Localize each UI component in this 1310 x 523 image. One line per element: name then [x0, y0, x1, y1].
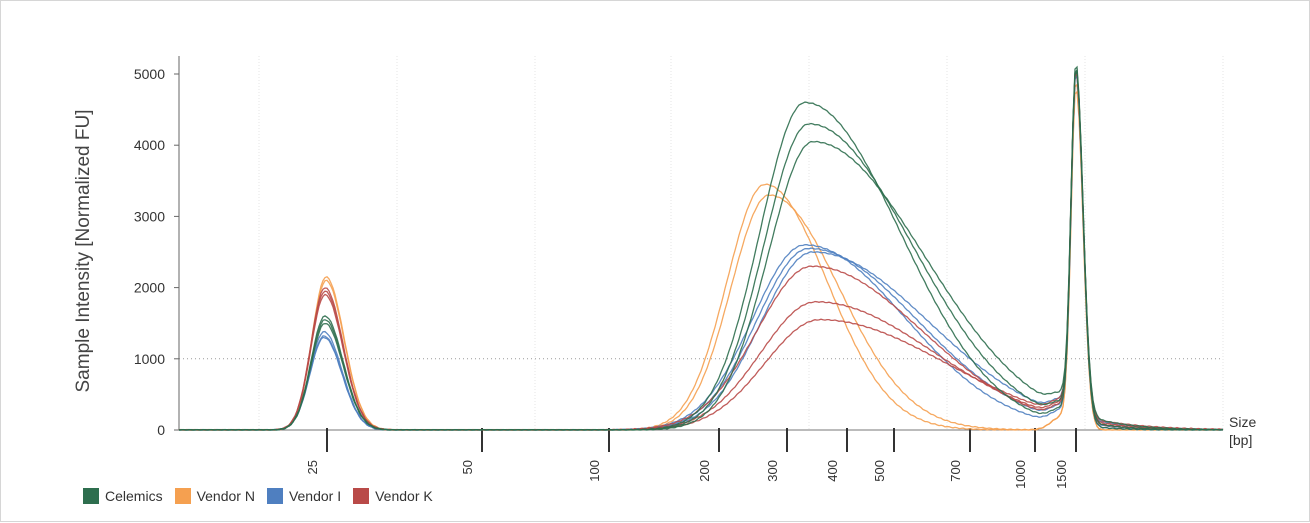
series-line — [179, 69, 1224, 431]
series-line — [178, 83, 1224, 431]
series-line — [179, 73, 1224, 431]
legend-swatch-vendor-n — [174, 488, 191, 504]
legend-item-vendor-i[interactable]: Vendor I — [266, 488, 342, 504]
grid — [179, 56, 1224, 430]
x-tick-label: 50 — [460, 460, 475, 474]
legend-swatch-celemics — [83, 488, 99, 504]
x-tick-label: 25 — [305, 460, 320, 474]
series-line — [178, 65, 1224, 431]
legend-item-celemics[interactable]: Celemics — [83, 488, 163, 504]
series-line — [178, 90, 1224, 431]
legend-swatch-vendor-i — [266, 488, 283, 504]
y-axis-label: Sample Intensity [Normalized FU] — [73, 110, 94, 393]
legend-label-celemics: Celemics — [105, 488, 163, 504]
series-line — [178, 72, 1224, 431]
series-line — [178, 73, 1223, 431]
x-axis-label: [bp] — [1229, 432, 1252, 448]
x-tick-label: 500 — [872, 460, 887, 482]
legend-item-vendor-n[interactable]: Vendor N — [174, 488, 255, 504]
x-tick-label: 100 — [587, 460, 602, 482]
series-line — [178, 70, 1224, 431]
series-line — [178, 72, 1224, 431]
legend: Celemics Vendor N Vendor I Vendor K — [83, 486, 433, 506]
x-tick-label: 1000 — [1013, 460, 1028, 489]
legend-swatch-vendor-k — [353, 488, 370, 504]
x-tick-label: 1500 — [1054, 460, 1069, 489]
series-vendor-k — [178, 70, 1224, 431]
x-tick-label: 200 — [697, 460, 712, 482]
y-tick-label: 4000 — [134, 137, 165, 153]
y-tick-label: 1000 — [134, 351, 165, 367]
series-celemics — [178, 65, 1224, 431]
x-tick-label: 400 — [825, 460, 840, 482]
y-tick-label: 5000 — [134, 66, 165, 82]
x-tick-label: 300 — [765, 460, 780, 482]
series-line — [178, 72, 1224, 431]
plot-area — [178, 65, 1224, 431]
series-vendor-n — [178, 83, 1224, 431]
y-tick-label: 0 — [157, 422, 165, 438]
legend-label-vendor-k: Vendor K — [375, 488, 433, 504]
x-tick-label: 700 — [948, 460, 963, 482]
series-vendor-i — [178, 72, 1224, 431]
y-tick-label: 2000 — [134, 280, 165, 296]
legend-label-vendor-i: Vendor I — [288, 488, 342, 504]
legend-item-vendor-k[interactable]: Vendor K — [353, 488, 433, 504]
y-tick-label: 3000 — [134, 208, 165, 224]
x-axis-label: Size — [1229, 414, 1256, 430]
legend-label-vendor-n: Vendor N — [196, 488, 255, 504]
